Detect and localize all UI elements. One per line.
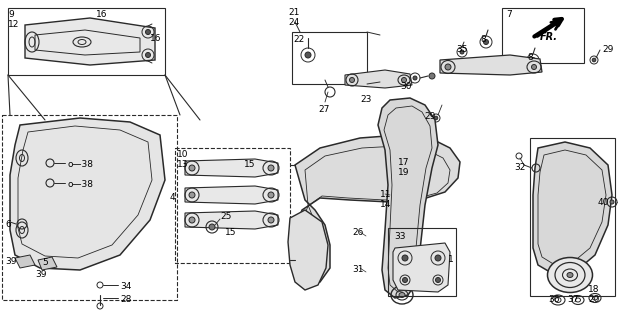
Text: 40: 40 [598, 198, 609, 207]
Circle shape [483, 39, 488, 44]
Polygon shape [15, 255, 35, 268]
Circle shape [530, 58, 536, 62]
Text: 5: 5 [42, 258, 48, 267]
Text: 6: 6 [5, 220, 11, 229]
Text: 8: 8 [480, 35, 486, 44]
Text: 22: 22 [293, 35, 304, 44]
Ellipse shape [268, 192, 274, 198]
Bar [8, 8, 165, 75]
Polygon shape [185, 159, 278, 177]
Polygon shape [288, 210, 328, 290]
Text: 27: 27 [318, 105, 329, 114]
Circle shape [413, 76, 417, 80]
Circle shape [305, 52, 311, 58]
Text: 17: 17 [398, 158, 410, 167]
Polygon shape [25, 18, 155, 65]
Text: 13: 13 [177, 160, 188, 169]
Circle shape [610, 200, 614, 204]
Text: 31: 31 [352, 265, 363, 274]
Circle shape [460, 50, 464, 54]
Text: o—38: o—38 [67, 160, 93, 169]
Text: 15: 15 [244, 160, 255, 169]
Text: 16: 16 [96, 10, 108, 19]
Text: 39: 39 [5, 257, 17, 266]
Bar [502, 8, 584, 63]
Text: 35: 35 [456, 45, 467, 54]
Text: 7: 7 [506, 10, 512, 19]
Polygon shape [185, 211, 278, 229]
Polygon shape [10, 118, 165, 270]
Text: 33: 33 [394, 232, 405, 241]
Circle shape [592, 58, 596, 62]
Text: 28: 28 [120, 295, 132, 304]
Text: 29: 29 [424, 112, 435, 121]
Polygon shape [345, 70, 412, 88]
Text: 18: 18 [588, 285, 599, 294]
Text: 39: 39 [35, 270, 46, 279]
Circle shape [402, 255, 408, 261]
Polygon shape [393, 243, 450, 292]
Text: 25: 25 [220, 212, 231, 221]
Circle shape [209, 224, 215, 230]
Text: 19: 19 [398, 168, 410, 177]
Text: 14: 14 [380, 200, 391, 209]
Ellipse shape [189, 165, 195, 171]
Circle shape [145, 29, 151, 35]
Ellipse shape [189, 217, 195, 223]
Text: 30: 30 [400, 82, 412, 91]
Text: 12: 12 [8, 20, 19, 29]
Ellipse shape [567, 273, 573, 277]
Circle shape [429, 73, 435, 79]
Text: 26: 26 [352, 228, 363, 237]
Text: 34: 34 [120, 282, 132, 291]
Text: 11: 11 [380, 190, 391, 199]
Text: 32: 32 [514, 163, 525, 172]
Ellipse shape [445, 64, 451, 70]
Text: o—38: o—38 [67, 180, 93, 189]
Text: 23: 23 [360, 95, 371, 104]
Text: 8: 8 [527, 53, 533, 62]
Text: 9: 9 [8, 10, 14, 19]
Ellipse shape [268, 217, 274, 223]
Polygon shape [533, 142, 612, 275]
Text: 1: 1 [448, 255, 454, 264]
Ellipse shape [399, 292, 405, 298]
Ellipse shape [402, 77, 407, 83]
Ellipse shape [350, 77, 355, 83]
Text: 29: 29 [602, 45, 614, 54]
Bar [388, 228, 456, 296]
Text: 20: 20 [588, 295, 599, 304]
Text: 15: 15 [225, 228, 237, 237]
Circle shape [145, 52, 151, 58]
Circle shape [435, 255, 441, 261]
Bar [175, 148, 290, 263]
Text: 21: 21 [288, 8, 299, 17]
Circle shape [402, 277, 407, 283]
Polygon shape [185, 186, 278, 204]
Bar [292, 32, 367, 84]
Text: 10: 10 [177, 150, 188, 159]
Bar [530, 138, 615, 296]
Polygon shape [378, 98, 438, 298]
Ellipse shape [548, 258, 593, 292]
Polygon shape [38, 257, 57, 270]
Text: 4: 4 [170, 193, 176, 202]
Text: FR.: FR. [540, 32, 558, 42]
Text: 36: 36 [548, 295, 559, 304]
Circle shape [436, 277, 441, 283]
Ellipse shape [268, 165, 274, 171]
Polygon shape [440, 55, 542, 75]
Circle shape [434, 116, 438, 120]
Ellipse shape [531, 65, 536, 69]
Bar [2, 115, 177, 300]
Text: 37: 37 [567, 295, 578, 304]
Text: 24: 24 [288, 18, 299, 27]
Text: 16: 16 [150, 34, 161, 43]
Polygon shape [290, 135, 460, 285]
Ellipse shape [189, 192, 195, 198]
